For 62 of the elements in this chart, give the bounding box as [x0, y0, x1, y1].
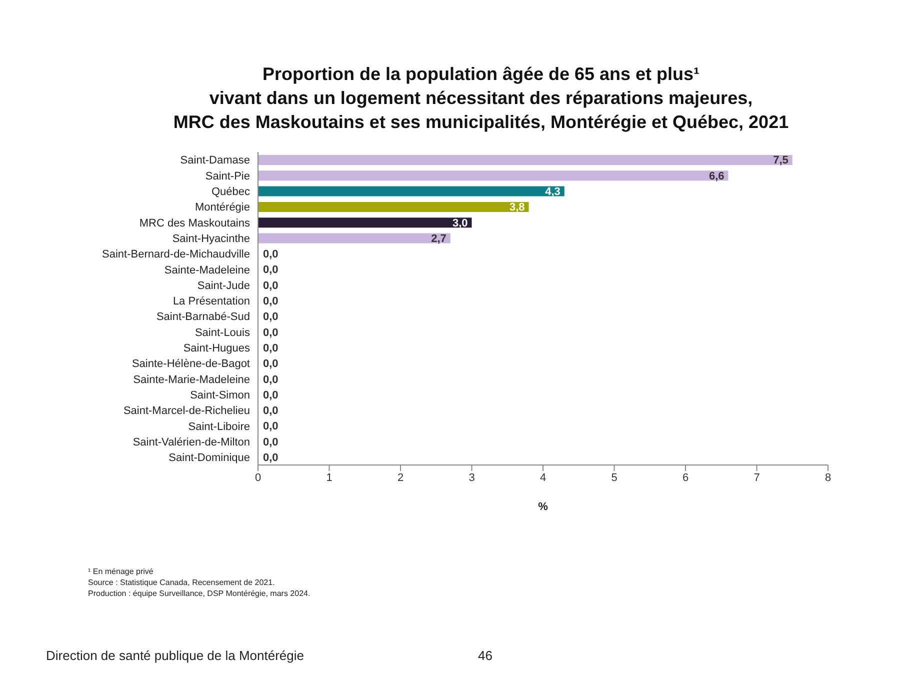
x-tick-label: 7 — [754, 472, 760, 484]
y-tick-label: Québec — [211, 186, 250, 198]
y-tick-label: Saint-Valérien-de-Milton — [132, 436, 250, 448]
text: Production : équipe Surveillance, DSP Montérégie, mars 2024. — [88, 588, 310, 599]
x-tick-label: 6 — [682, 472, 689, 484]
data-label: 3,8 — [509, 202, 525, 214]
y-tick-label: Saint-Damase — [180, 154, 250, 167]
y-tick-label: Saint-Louis — [194, 326, 250, 339]
text: ¹ En ménage privé — [88, 566, 154, 577]
data-label: 0,0 — [263, 420, 278, 433]
y-tick-label: Saint-Simon — [190, 389, 250, 402]
x-tick-label: 0 — [254, 472, 262, 484]
x-tick-label: 5 — [611, 472, 618, 484]
data-label: 0,0 — [263, 389, 278, 402]
data-label: 0,0 — [263, 436, 278, 448]
data-label: 6,6 — [708, 170, 724, 182]
source-note: Source : Statistique Canada, Recensement de 2021. — [88, 577, 276, 588]
data-label: 0,0 — [263, 452, 278, 464]
x-tick-label: 8 — [824, 472, 832, 484]
data-label: 7,5 — [773, 154, 788, 167]
bar — [258, 202, 529, 212]
x-tick-label: 4 — [540, 472, 546, 484]
y-tick-label: La Présentation — [172, 296, 250, 308]
text: Direction de santé publique de la Montérégie — [46, 648, 304, 663]
y-tick-label: Montérégie — [194, 202, 250, 214]
bar — [258, 218, 472, 228]
data-label: 3,0 — [452, 217, 468, 230]
y-tick-label: Saint-Marcel-de-Richelieu — [123, 405, 250, 418]
data-label: 0,0 — [263, 280, 278, 292]
y-tick-label: Sainte-Marie-Madeleine — [133, 374, 250, 386]
y-tick-label: Saint-Dominique — [168, 452, 250, 464]
data-label: 0,0 — [263, 342, 278, 354]
bar — [258, 233, 450, 244]
y-tick-label: Sainte-Madeleine — [164, 264, 250, 276]
data-label: 0,0 — [263, 405, 278, 418]
data-label: 0,0 — [263, 326, 278, 339]
chart-title: Proportion de la population âgée de 65 ans et plus¹ vivant dans un logement nécessitant des réparations majeures, MRC des Maskoutains et ses municipalités, Montérégie et Québec, 2021 — [172, 63, 790, 134]
bar — [258, 186, 564, 196]
y-tick-label: Saint-Pie — [205, 170, 250, 182]
y-tick-label: Saint-Liboire — [188, 420, 250, 433]
data-label: 0,0 — [263, 311, 278, 324]
y-tick-label: MRC des Maskoutains — [139, 217, 250, 230]
data-label: 0,0 — [263, 248, 278, 261]
x-tick-label: 3 — [468, 472, 475, 484]
bar — [258, 170, 728, 181]
bar — [258, 155, 792, 165]
x-axis-title: % — [538, 501, 548, 513]
y-tick-label: Saint-Barnabé-Sud — [156, 311, 250, 324]
data-label: 4,3 — [545, 186, 560, 198]
x-tick-label: 2 — [397, 472, 404, 484]
data-label: 0,0 — [263, 296, 278, 308]
text: 46 — [478, 648, 492, 663]
data-label: 0,0 — [263, 374, 278, 386]
data-label: 2,7 — [431, 232, 446, 245]
y-tick-label: Saint-Bernard-de-Michaudville — [102, 248, 250, 261]
x-tick-label: 1 — [326, 472, 332, 484]
y-tick-label: Saint-Hugues — [183, 342, 250, 355]
y-tick-label: Sainte-Hélène-de-Bagot — [132, 358, 250, 370]
y-tick-label: Saint-Jude — [197, 280, 250, 292]
data-label: 0,0 — [263, 264, 278, 276]
data-label: 0,0 — [263, 358, 278, 370]
y-tick-label: Saint-Hyacinthe — [172, 232, 250, 245]
